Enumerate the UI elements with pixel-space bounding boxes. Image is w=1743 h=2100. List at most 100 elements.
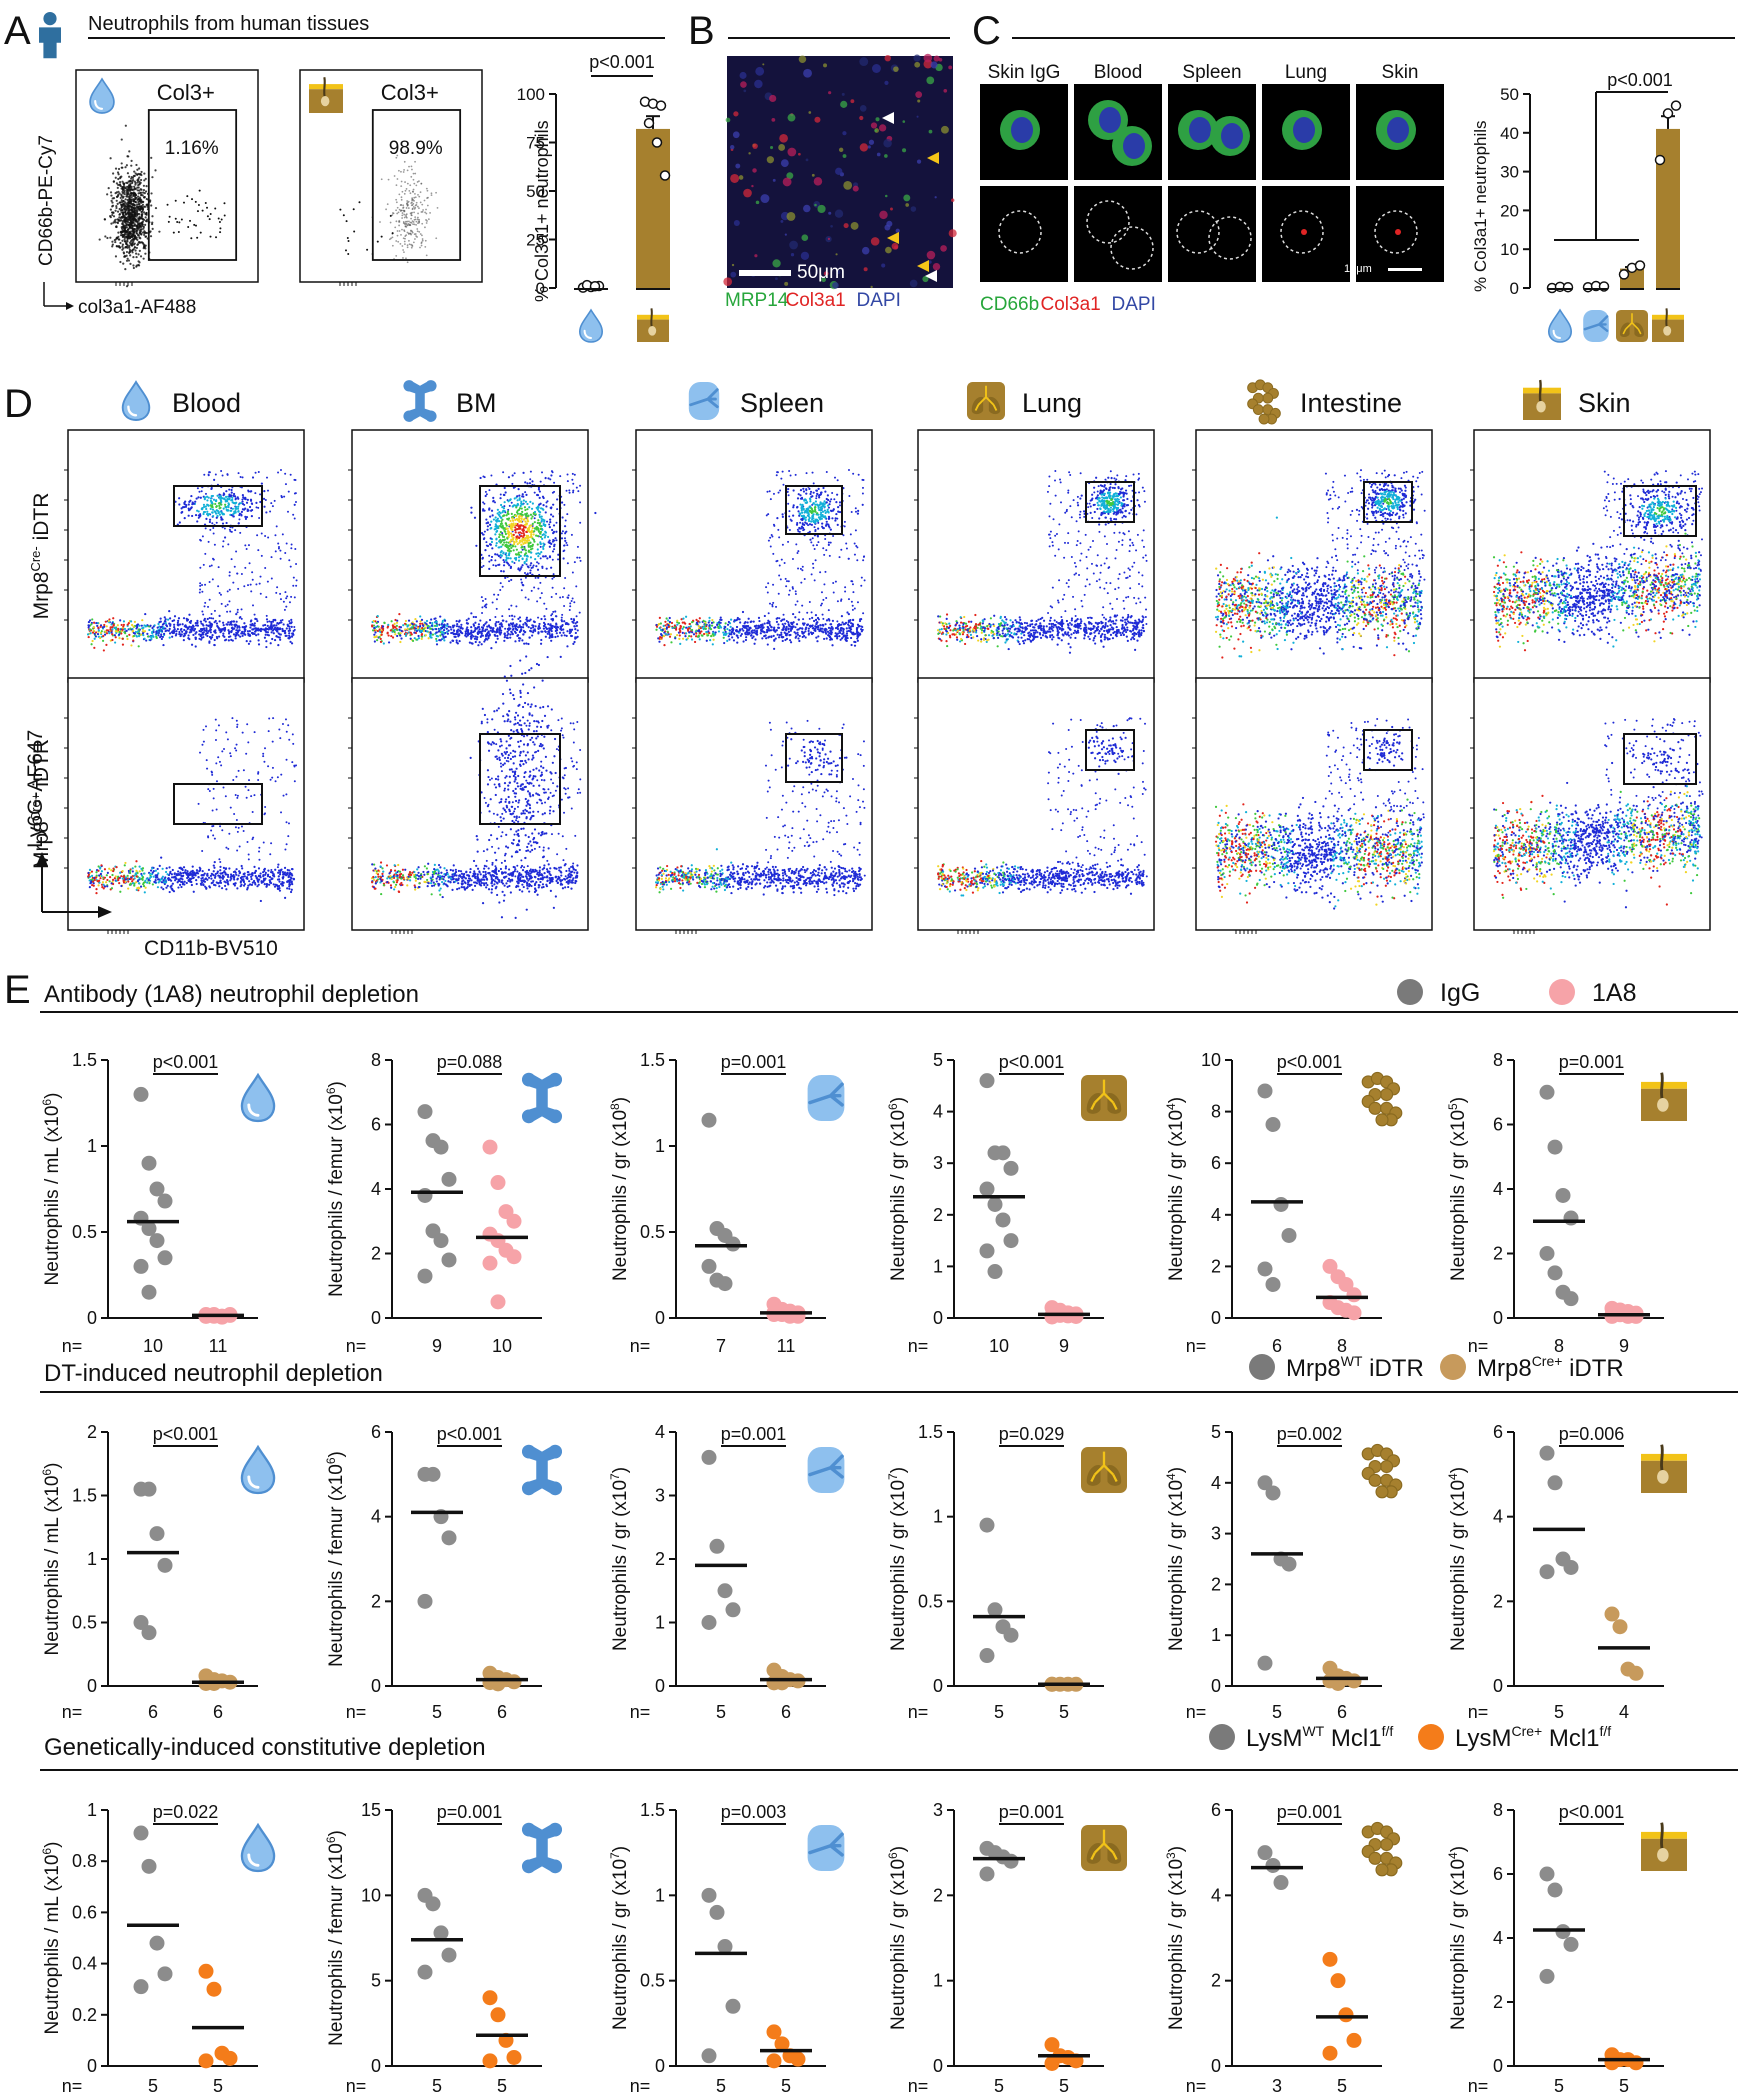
event-dot [534, 625, 537, 628]
cell-signal [930, 61, 938, 69]
event-dot [218, 504, 221, 507]
event-dot [228, 588, 231, 591]
event-dot [271, 620, 275, 623]
event-dot [555, 592, 558, 595]
event-dot [138, 225, 141, 228]
event-dot [658, 640, 661, 643]
event-dot [766, 643, 769, 646]
event-dot [541, 471, 544, 474]
event-dot [194, 645, 197, 648]
event-dot [223, 497, 226, 500]
event-dot [538, 490, 541, 493]
event-dot [425, 208, 427, 211]
event-dot [481, 629, 484, 632]
event-dot [386, 203, 389, 206]
event-dot [476, 627, 479, 630]
event-dot [508, 628, 511, 631]
event-dot [128, 237, 131, 240]
event-dot [419, 615, 422, 618]
event-dot [513, 561, 516, 564]
event-dot [117, 219, 121, 222]
event-dot [569, 602, 572, 605]
event-dot [556, 498, 559, 501]
event-dot [149, 235, 153, 238]
event-dot [114, 209, 117, 212]
event-dot [294, 547, 297, 550]
event-dot [204, 601, 207, 604]
event-dot [697, 620, 700, 623]
event-dot [421, 622, 424, 625]
event-dot [115, 199, 118, 202]
event-dot [264, 630, 267, 633]
event-dot [529, 478, 532, 481]
event-dot [436, 206, 439, 209]
event-dot [705, 639, 708, 642]
event-dot [290, 595, 293, 598]
event-dot [109, 216, 112, 219]
cell-signal [755, 66, 765, 76]
event-dot [550, 596, 553, 599]
event-dot [505, 559, 508, 562]
event-dot [506, 537, 509, 540]
event-dot [228, 488, 231, 491]
column-label: Lung [1285, 62, 1327, 83]
event-dot [196, 210, 199, 213]
event-dot [418, 207, 420, 210]
event-dot [414, 160, 416, 163]
event-dot [516, 634, 519, 637]
event-dot [507, 517, 511, 520]
event-dot [290, 635, 293, 638]
event-dot [172, 231, 175, 234]
event-dot [223, 536, 227, 539]
event-dot [560, 628, 563, 632]
event-dot [414, 192, 416, 195]
event-dot [185, 625, 188, 628]
cell-signal [940, 245, 947, 252]
event-dot [196, 621, 199, 625]
event-dot [525, 563, 528, 566]
event-dot [162, 632, 166, 635]
event-dot [417, 637, 421, 640]
event-dot [164, 629, 167, 633]
event-dot [132, 207, 136, 210]
event-dot [157, 622, 160, 626]
event-dot [266, 620, 269, 623]
event-dot [414, 216, 417, 218]
event-dot [494, 622, 497, 626]
event-dot [518, 624, 521, 627]
event-dot [265, 645, 268, 649]
event-dot [505, 541, 508, 544]
event-dot [251, 604, 254, 607]
event-dot [135, 252, 138, 255]
cell-signal [850, 221, 859, 230]
event-dot [763, 634, 766, 638]
event-dot [199, 496, 202, 499]
event-dot [545, 567, 548, 570]
event-dot [142, 257, 145, 260]
skin-icon [637, 308, 669, 342]
event-dot [431, 621, 434, 625]
event-dot [412, 205, 415, 208]
event-dot [213, 643, 216, 647]
event-dot [510, 630, 513, 633]
event-dot [137, 628, 140, 631]
event-dot [516, 499, 519, 502]
event-dot [209, 631, 212, 634]
event-dot [410, 633, 413, 636]
event-dot [123, 187, 126, 190]
event-dot [777, 636, 781, 639]
event-dot [277, 644, 280, 647]
event-dot [544, 618, 547, 621]
event-dot [563, 525, 567, 528]
event-dot [551, 528, 554, 532]
event-dot [411, 197, 414, 200]
cell-signal [902, 120, 906, 123]
event-dot [542, 518, 545, 521]
event-dot [477, 644, 480, 647]
event-dot [847, 612, 850, 616]
panel-letter-c: C [972, 9, 1001, 53]
event-dot [527, 598, 530, 601]
event-dot [554, 615, 557, 618]
event-dot [794, 616, 797, 619]
event-dot [149, 635, 152, 638]
